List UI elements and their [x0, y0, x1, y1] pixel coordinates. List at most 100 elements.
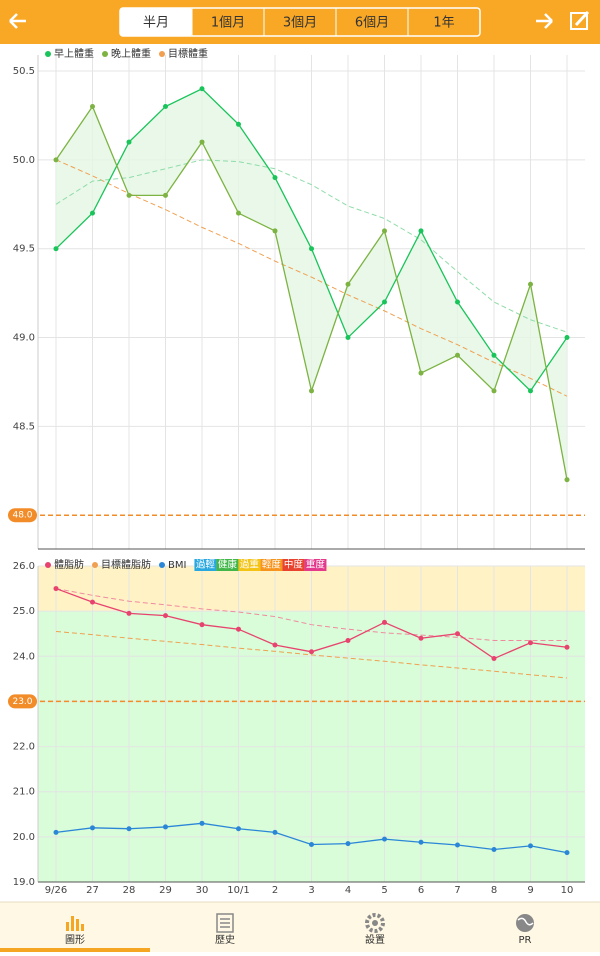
y-tick-label: 50.5 [13, 66, 35, 77]
x-tick-label: 7 [454, 885, 460, 896]
data-point [345, 841, 351, 847]
data-point [382, 299, 387, 305]
range-fill [311, 248, 348, 391]
x-tick-label: 3 [308, 885, 314, 896]
data-point [455, 842, 460, 848]
edit-icon[interactable] [570, 10, 590, 30]
y-tick-label: 49.0 [13, 333, 35, 344]
nav-label[interactable]: 歷史 [215, 934, 235, 946]
data-point [528, 640, 533, 646]
data-point [272, 642, 278, 648]
forward-arrow[interactable] [536, 13, 553, 29]
data-point [418, 839, 424, 845]
dashed-line [55, 159, 568, 333]
x-tick-label: 5 [381, 885, 387, 896]
bmi-badge-label: 過輕 [196, 559, 216, 571]
data-point [236, 826, 241, 832]
data-point [455, 631, 460, 637]
data-point [163, 824, 168, 830]
data-point [528, 843, 533, 849]
y-tick-label: 25.0 [13, 606, 35, 617]
tab-selected [120, 8, 192, 36]
back-arrow[interactable] [9, 13, 26, 29]
data-point [309, 649, 314, 655]
data-point [309, 246, 314, 252]
x-tick-label: 30 [196, 885, 209, 896]
range-fill [238, 124, 275, 231]
data-point [236, 626, 241, 632]
data-point [382, 836, 387, 842]
settings-icon [365, 913, 385, 933]
nav-label[interactable]: PR [519, 935, 532, 946]
dashed-line [55, 588, 567, 641]
data-point [126, 610, 132, 616]
data-point [418, 635, 424, 641]
data-point [53, 829, 59, 835]
legend-label: 目標體重 [168, 47, 208, 60]
y-tick-label: 24.0 [13, 651, 35, 662]
data-point [199, 86, 205, 92]
range-fill [348, 230, 385, 338]
legend-marker [159, 562, 165, 568]
data-point [199, 622, 205, 628]
target-pill [8, 508, 37, 523]
pr-icon [516, 914, 534, 932]
data-point [491, 388, 497, 394]
legend-marker [102, 51, 108, 57]
range-fill [129, 106, 166, 196]
data-point [455, 299, 460, 305]
legend-marker [159, 51, 165, 57]
data-point [382, 228, 387, 234]
bmi-badge-label: 過重 [240, 559, 260, 571]
data-point [199, 820, 205, 826]
data-point [90, 104, 95, 110]
range-fill [457, 302, 494, 391]
data-point [491, 352, 497, 358]
data-point [345, 281, 351, 287]
data-point [126, 139, 132, 145]
data-point [309, 842, 314, 848]
y-tick-label: 50.0 [13, 155, 35, 166]
target-label: 23.0 [12, 697, 32, 707]
x-tick-label: 9 [527, 885, 533, 896]
x-tick-label: 10 [561, 885, 574, 896]
tab[interactable]: 3個月 [283, 16, 317, 31]
bmi-badge [194, 559, 217, 571]
dashed-line [55, 630, 568, 679]
tab[interactable]: 半月 [143, 16, 169, 31]
x-tick-label: 8 [491, 885, 497, 896]
nav-label[interactable]: 圖形 [65, 934, 85, 946]
data-point [272, 175, 278, 181]
tab[interactable]: 1年 [433, 16, 454, 31]
y-tick-label: 20.0 [13, 832, 35, 843]
data-point [455, 352, 460, 358]
x-tick-label: 2 [272, 885, 278, 896]
legend-marker [45, 562, 51, 568]
data-point [90, 599, 95, 605]
y-tick-label: 22.0 [13, 742, 35, 753]
data-point [491, 656, 497, 662]
data-point [309, 388, 314, 394]
bmi-badge-label: 中度 [284, 559, 304, 571]
x-tick-label: 28 [123, 885, 136, 896]
data-point [53, 246, 59, 252]
x-tick-label: 4 [345, 885, 351, 896]
data-point [564, 335, 570, 341]
range-fill [202, 88, 239, 214]
range-fill [56, 106, 93, 249]
data-point [163, 192, 168, 198]
legend-label: 晚上體重 [111, 47, 151, 60]
data-point [126, 826, 132, 832]
x-tick-label: 29 [159, 885, 172, 896]
legend-label: 目標體脂肪 [101, 558, 151, 571]
nav-label[interactable]: 設置 [365, 933, 385, 946]
tab[interactable]: 6個月 [355, 16, 389, 31]
tab[interactable]: 1個月 [211, 16, 245, 31]
history-icon [216, 913, 234, 933]
data-point [418, 370, 424, 376]
y-tick-label: 21.0 [13, 787, 35, 798]
data-point [345, 335, 351, 341]
active-indicator [0, 948, 150, 952]
legend-label: BMI [168, 560, 186, 571]
